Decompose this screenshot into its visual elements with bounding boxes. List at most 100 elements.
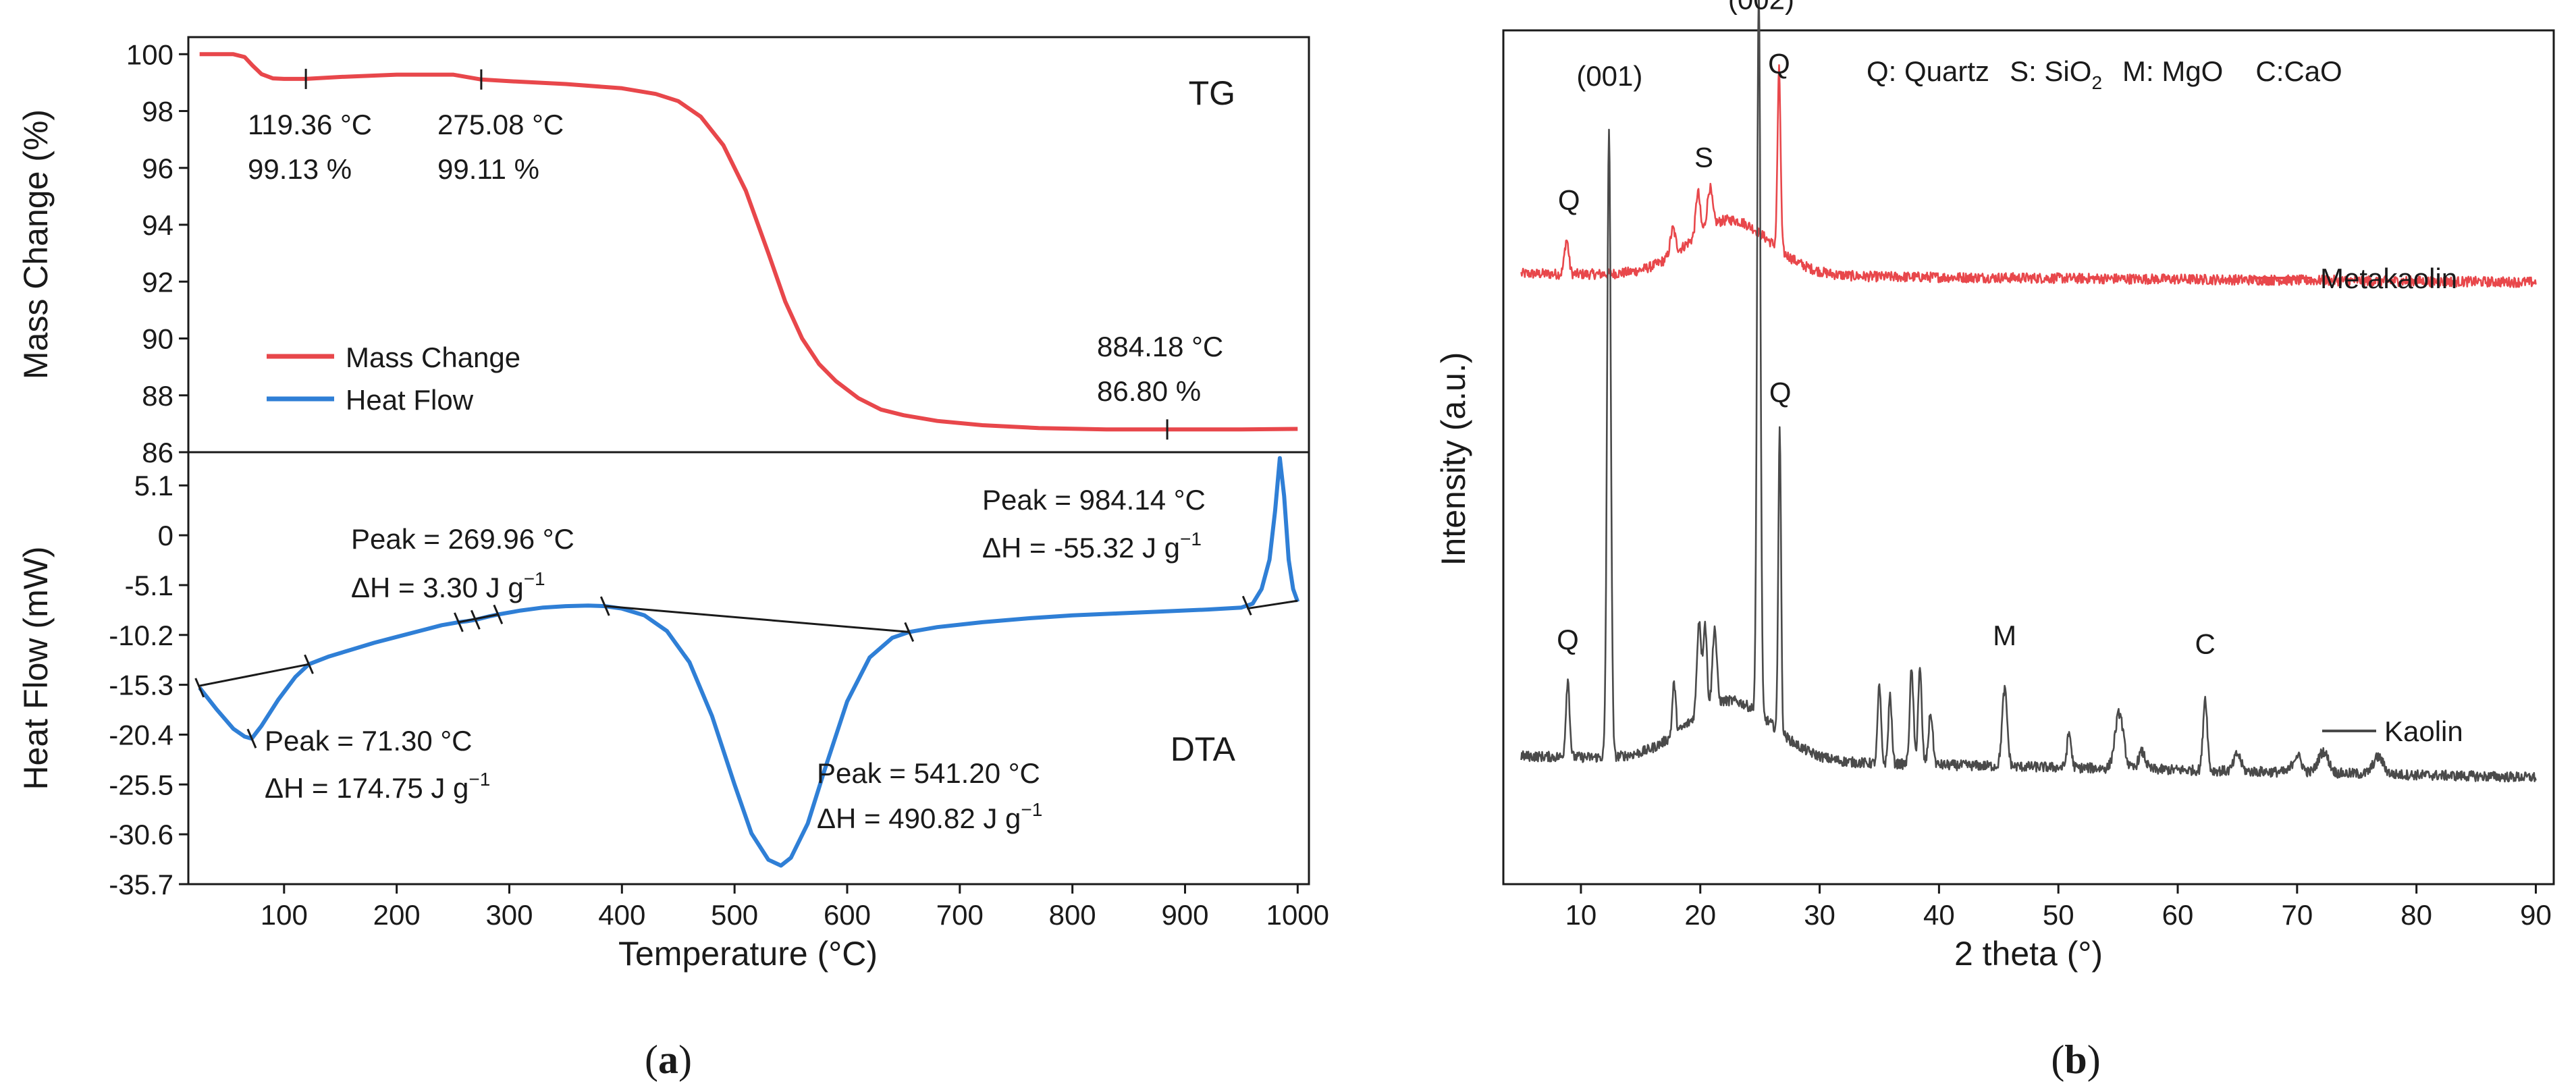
legend-label-mass-change: Mass Change <box>346 342 520 373</box>
two-theta-xtick-label: 50 <box>2043 899 2074 931</box>
xrd-peak-label: M <box>1993 620 2016 651</box>
tg-annotation-884: 884.18 °C 86.80 % <box>1097 331 1223 407</box>
xrd-peak-label: (001) <box>1576 60 1642 92</box>
annotation-superscript: −1 <box>468 769 490 790</box>
series-line-heat-flow <box>198 456 1300 868</box>
dta-ytick-label: 5.1 <box>134 470 173 501</box>
annotation-line: Peak = 71.30 °C <box>265 725 473 757</box>
tg-ylabel: Mass Change (%) <box>17 109 55 379</box>
phase-legend-sio2-subscript: 2 <box>2091 72 2102 93</box>
temperature-xtick-label: 200 <box>373 899 421 931</box>
dta-ytick-label: -10.2 <box>109 620 173 651</box>
x-axis-label-temperature: Temperature (°C) <box>618 935 878 973</box>
temperature-xtick-label: 600 <box>824 899 871 931</box>
annotation-line: ΔH = 3.30 J g−1 <box>351 568 545 603</box>
xrd-peak-label: C <box>2195 628 2216 659</box>
phase-legend-quartz: Q: Quartz <box>1867 55 1989 87</box>
dta-integration-baseline <box>1247 599 1298 610</box>
annotation-text: ΔH = 174.75 J g <box>265 772 468 804</box>
tg-legend: Mass Change Heat Flow <box>267 342 520 416</box>
tg-ytick-label: 92 <box>142 266 173 298</box>
dta-annotation-71: Peak = 71.30 °C ΔH = 174.75 J g−1 <box>265 725 490 804</box>
panel-label-a: (a) <box>645 1037 692 1082</box>
tg-ytick-label: 94 <box>142 209 173 241</box>
legend-kaolin: Kaolin <box>2322 715 2463 747</box>
temperature-xtick-label: 900 <box>1161 899 1208 931</box>
tg-ytick-label: 90 <box>142 323 173 355</box>
two-theta-xtick-label: 40 <box>1923 899 1955 931</box>
dta-point-marker <box>470 609 481 630</box>
series-line-kaolin <box>1520 0 2537 783</box>
two-theta-xtick-label: 60 <box>2162 899 2194 931</box>
annotation-superscript: −1 <box>1021 799 1042 820</box>
two-theta-xtick-label: 20 <box>1684 899 1716 931</box>
annotation-line: 99.11 % <box>437 153 539 185</box>
xrd-peak-label: Q <box>1558 184 1580 216</box>
temperature-xtick-label: 300 <box>485 899 533 931</box>
dta-ytick-label: -25.5 <box>109 769 173 800</box>
legend-label-kaolin: Kaolin <box>2384 715 2463 747</box>
annotation-text: ΔH = -55.32 J g <box>982 532 1180 564</box>
annotation-line: 884.18 °C <box>1097 331 1223 362</box>
xrd-peak-label: Q <box>1769 376 1792 408</box>
legend-label-heat-flow: Heat Flow <box>346 384 474 416</box>
temperature-xtick-label: 400 <box>598 899 645 931</box>
dta-point-marker <box>493 604 504 624</box>
dta-ylabel: Heat Flow (mW) <box>17 546 55 790</box>
temperature-xtick-label: 800 <box>1049 899 1096 931</box>
caption-letter: a <box>658 1037 678 1082</box>
two-theta-xtick-label: 80 <box>2400 899 2432 931</box>
two-theta-xtick-label: 30 <box>1804 899 1835 931</box>
tg-ytick-label: 98 <box>142 96 173 128</box>
dta-point-marker <box>246 728 257 748</box>
annotation-superscript: −1 <box>1180 528 1202 549</box>
panel-label-b: (b) <box>2051 1037 2100 1082</box>
dta-integration-baseline <box>458 613 499 624</box>
dta-point-marker <box>599 596 610 616</box>
tg-panel-tag: TG <box>1189 74 1235 112</box>
annotation-line: Peak = 541.20 °C <box>817 757 1040 789</box>
tg-ytick-label: 86 <box>142 437 173 468</box>
annotation-line: ΔH = -55.32 J g−1 <box>982 528 1202 564</box>
temperature-xtick-label: 500 <box>711 899 758 931</box>
annotation-line: 99.13 % <box>248 153 352 185</box>
caption-paren: ( <box>2051 1037 2064 1082</box>
tg-annotation-119: 119.36 °C 99.13 % <box>248 109 372 185</box>
series-line-metakaolin <box>1520 64 2537 288</box>
legend-metakaolin: Metakaolin <box>2251 263 2457 294</box>
panel-a: 86 88 90 92 94 96 98 100 5.1 0 -5.1 -10.2 -15.3 -20.… <box>17 36 1329 1082</box>
xrd-peak-label: S <box>1694 141 1713 173</box>
annotation-text: ΔH = 490.82 J g <box>817 802 1021 834</box>
phase-legend: Q: Quartz S: SiO2 M: MgO C:CaO <box>1867 55 2342 93</box>
dta-integration-baseline <box>605 605 909 633</box>
dta-ytick-label: -30.6 <box>109 819 173 850</box>
two-theta-xtick-label: 90 <box>2520 899 2552 931</box>
annotation-line: ΔH = 174.75 J g−1 <box>265 769 490 804</box>
tg-ytick-label: 88 <box>142 380 173 412</box>
dta-annotation-269: Peak = 269.96 °C ΔH = 3.30 J g−1 <box>351 523 574 603</box>
temperature-xtick-label: 100 <box>261 899 308 931</box>
temperature-xtick-label: 1000 <box>1266 899 1329 931</box>
caption-letter: b <box>2064 1037 2087 1082</box>
annotation-line: 119.36 °C <box>248 109 372 140</box>
tg-ytick-label: 96 <box>142 153 173 184</box>
annotation-line: Peak = 269.96 °C <box>351 523 574 555</box>
dta-ytick-label: -35.7 <box>109 869 173 900</box>
xrd-xlabel: 2 theta (°) <box>1954 935 2103 973</box>
annotation-line: 275.08 °C <box>437 109 564 140</box>
dta-panel-tag: DTA <box>1171 730 1236 768</box>
dta-plot-frame <box>187 451 1310 885</box>
two-theta-xtick-label: 70 <box>2281 899 2313 931</box>
tg-annotation-275: 275.08 °C 99.11 % <box>437 109 564 185</box>
dta-point-marker <box>454 612 464 632</box>
phase-legend-cao: C:CaO <box>2255 55 2342 87</box>
series-line-mass-change <box>199 52 1298 432</box>
dta-point-marker <box>304 654 314 674</box>
dta-ytick-label: -20.4 <box>109 719 173 751</box>
dta-ytick-label: 0 <box>158 520 173 551</box>
legend-label-metakaolin: Metakaolin <box>2320 263 2457 294</box>
dta-point-marker <box>1241 595 1252 616</box>
caption-paren: ) <box>678 1037 692 1082</box>
xrd-peak-label: (002) <box>1728 0 1794 15</box>
dta-annotation-984: Peak = 984.14 °C ΔH = -55.32 J g−1 <box>982 484 1206 564</box>
